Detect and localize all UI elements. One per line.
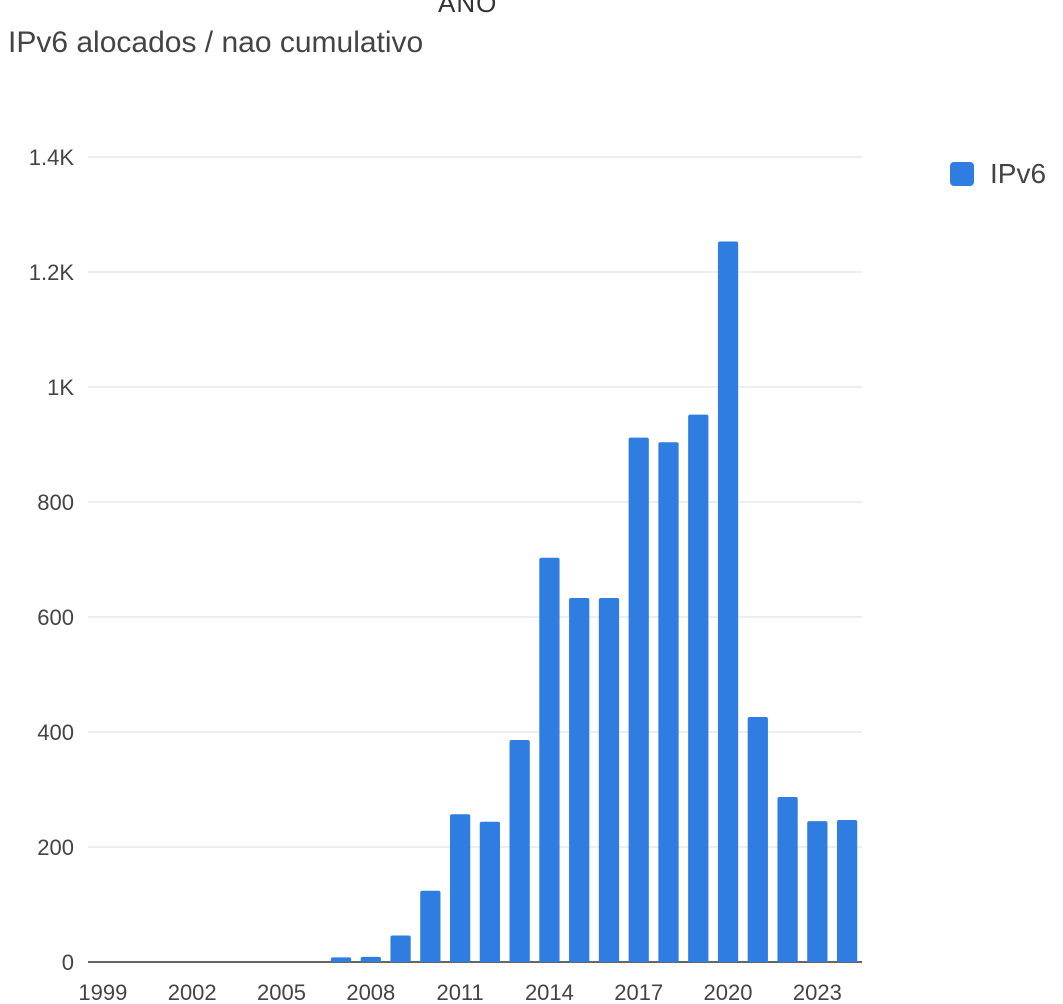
bar-2018 — [658, 442, 679, 962]
y-tick-label: 0 — [62, 950, 74, 975]
x-tick-label: 2011 — [436, 980, 483, 1004]
x-axis-title-clipped: ANO — [438, 0, 498, 18]
x-tick-label: 2002 — [168, 980, 217, 1004]
bar-2013 — [509, 740, 530, 962]
chart-title: IPv6 alocados / nao cumulativo — [8, 26, 424, 59]
bar-2020 — [717, 241, 739, 962]
gridlines — [88, 156, 862, 963]
x-tick-label: 1999 — [78, 980, 127, 1004]
bar-2019 — [688, 414, 709, 963]
x-tick-label: 2014 — [525, 980, 574, 1004]
bar-2017 — [628, 437, 649, 963]
y-tick-label: 1K — [47, 375, 74, 400]
bar-2011 — [449, 814, 471, 962]
y-tick-label: 1.2K — [29, 260, 75, 285]
bar-2012 — [479, 821, 501, 962]
bar-2010 — [420, 890, 441, 962]
y-tick-label: 1.4K — [29, 145, 75, 170]
bar-2009 — [390, 935, 411, 962]
x-tick-label: 2008 — [346, 980, 395, 1004]
legend-swatch-ipv6 — [950, 162, 974, 186]
y-axis-ticks: 0 200 400 600 800 1K 1.2K 1.4K — [29, 145, 75, 975]
x-tick-label: 2020 — [704, 980, 753, 1004]
bar-2021 — [747, 717, 768, 962]
x-tick-label: 2017 — [614, 980, 663, 1004]
bar-2008 — [360, 956, 381, 962]
bar-2023 — [807, 821, 828, 962]
y-tick-label: 200 — [37, 835, 74, 860]
bar-2015 — [569, 598, 590, 962]
x-tick-label: 2023 — [793, 980, 842, 1004]
x-tick-label: 2005 — [257, 980, 306, 1004]
bar-2007 — [330, 957, 352, 962]
y-tick-label: 600 — [37, 605, 74, 630]
bar-2024 — [836, 819, 858, 962]
bar-2022 — [777, 796, 798, 962]
bars — [330, 241, 858, 963]
bar-2014 — [539, 557, 560, 962]
y-tick-label: 400 — [37, 720, 74, 745]
y-tick-label: 800 — [37, 490, 74, 515]
legend-label-ipv6: IPv6 — [990, 158, 1047, 189]
bar-2016 — [598, 598, 620, 962]
x-axis-ticks: 1999 2002 2005 2008 2011 2014 2017 2020 2023 — [78, 980, 841, 1004]
chart-legend: IPv6 — [950, 158, 1046, 190]
